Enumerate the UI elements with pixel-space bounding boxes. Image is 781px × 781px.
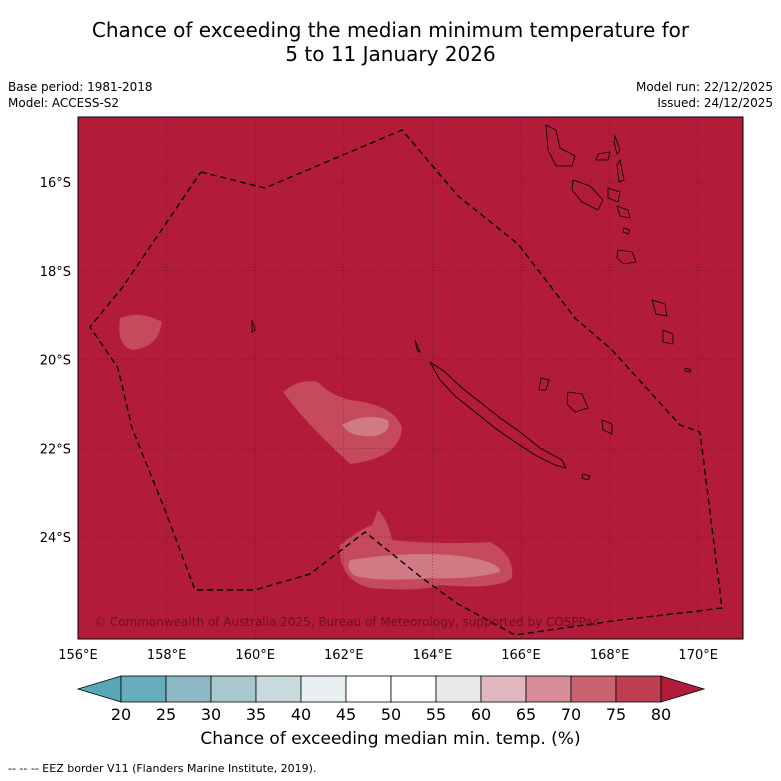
colorbar-tick-label: 75 (606, 705, 626, 724)
lifou-island (566, 391, 589, 413)
longitude-label: 156°E (58, 648, 98, 663)
probability-blob-central (283, 381, 402, 464)
colorbar-tick-label: 40 (291, 705, 311, 724)
colorbar-tick-label: 35 (246, 705, 266, 724)
chesterfield-islands (251, 319, 256, 333)
erromango-island (651, 299, 668, 317)
longitude-label: 162°E (324, 648, 364, 663)
copyright-text: © Commonwealth of Australia 2025, Bureau… (94, 615, 599, 629)
malakula-island (571, 179, 604, 211)
latitude-labels: 16°S 18°S 20°S 22°S 24°S (40, 176, 71, 546)
model-run: Model run: 22/12/2025 (635, 80, 773, 94)
ambae-island (595, 151, 611, 161)
colorbar-segment (525, 675, 572, 703)
base-period: Base period: 1981-2018 (8, 80, 153, 94)
belep-islands (414, 339, 421, 354)
latitude-label: 20°S (40, 354, 71, 369)
colorbar-tick-label: 50 (381, 705, 401, 724)
latitude-label: 18°S (40, 265, 71, 280)
title-line-2: 5 to 11 January 2026 (285, 42, 496, 66)
eez-footnote: -- -- -- EEZ border V11 (Flanders Marine… (8, 762, 317, 775)
mare-island (601, 419, 613, 435)
longitude-label: 170°E (678, 648, 718, 663)
colorbar-ticks: 20 25 30 35 40 45 50 55 60 65 70 75 80 (111, 705, 671, 724)
longitude-label: 166°E (501, 648, 541, 663)
colorbar-segment (210, 675, 257, 703)
colorbar-segment (435, 675, 482, 703)
graticule (78, 117, 743, 639)
shepherd-islands (622, 227, 631, 235)
epi-island (616, 205, 631, 219)
colorbar-segment (615, 675, 662, 703)
colorbar-tick-label: 30 (201, 705, 221, 724)
colorbar-segment (480, 675, 527, 703)
colorbar (76, 675, 706, 703)
longitude-label: 160°E (235, 648, 275, 663)
probability-blob-central-inner (342, 416, 389, 437)
colorbar-segment (255, 675, 302, 703)
probability-blob-west (119, 314, 162, 350)
colorbar-label: Chance of exceeding median min. temp. (%… (200, 729, 581, 749)
ouvea-island (538, 377, 550, 391)
latitude-label: 16°S (40, 176, 71, 191)
colorbar-segment (390, 675, 437, 703)
latitude-label: 24°S (40, 531, 71, 546)
colorbar-segment (570, 675, 617, 703)
colorbar-segment (300, 675, 347, 703)
colorbar-tick-label: 70 (561, 705, 581, 724)
efate-island (616, 249, 637, 265)
eez-border (89, 129, 723, 636)
title-line-1: Chance of exceeding the median minimum t… (91, 18, 690, 42)
aneityum-island (684, 367, 692, 373)
colorbar-tick-label: 20 (111, 705, 131, 724)
colorbar-under-arrow (76, 675, 122, 703)
colorbar-tick-label: 65 (516, 705, 536, 724)
chart-title: Chance of exceeding the median minimum t… (0, 18, 781, 66)
issued-date: Issued: 24/12/2025 (657, 96, 773, 110)
colorbar-tick-label: 60 (471, 705, 491, 724)
latitude-label: 22°S (40, 442, 71, 457)
colorbar-tick-label: 80 (651, 705, 671, 724)
ambrym-island (607, 187, 621, 203)
meta-left: Base period: 1981-2018 Model: ACCESS-S2 (8, 79, 153, 111)
isle-of-pines (581, 473, 591, 481)
colorbar-segment (165, 675, 212, 703)
maewo-island (613, 134, 621, 155)
probability-blob-south-inner (348, 554, 500, 580)
meta-right: Model run: 22/12/2025 Issued: 24/12/2025 (636, 79, 773, 111)
colorbar-segment (345, 675, 392, 703)
colorbar-segment (120, 675, 167, 703)
model-name: Model: ACCESS-S2 (8, 96, 120, 110)
new-caledonia-outline (429, 361, 567, 469)
colorbar-tick-label: 55 (426, 705, 446, 724)
longitude-labels: 156°E 158°E 160°E 162°E 164°E 166°E 168°E 170°E (58, 648, 718, 663)
longitude-label: 164°E (413, 648, 453, 663)
longitude-label: 158°E (147, 648, 187, 663)
longitude-label: 168°E (590, 648, 630, 663)
tanna-island (662, 329, 674, 345)
pentecost-island (616, 158, 625, 183)
colorbar-over-arrow (660, 675, 706, 703)
colorbar-tick-label: 45 (336, 705, 356, 724)
espiritu-santo (545, 124, 576, 167)
colorbar-tick-label: 25 (156, 705, 176, 724)
